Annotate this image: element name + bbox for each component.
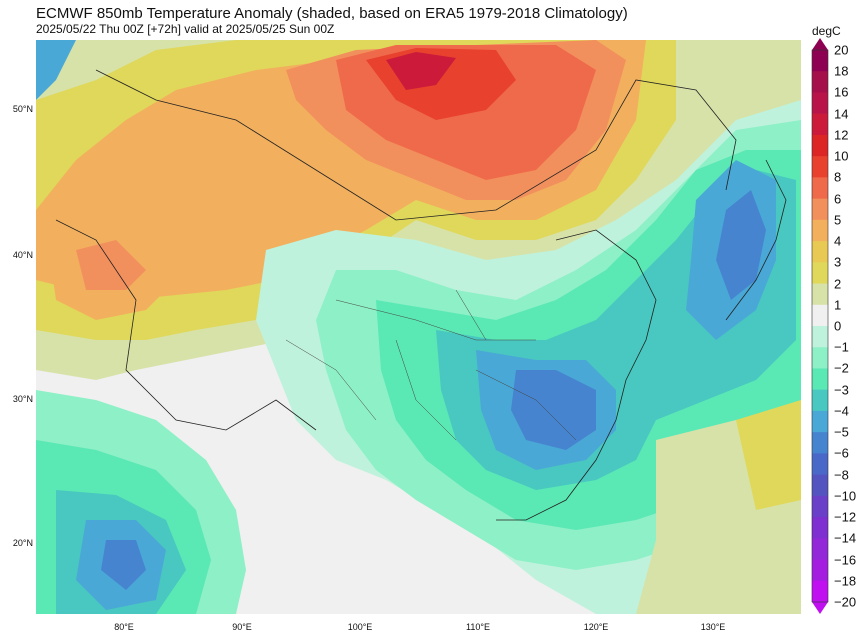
colorbar-unit: degC — [812, 24, 841, 38]
colorbar-tick-label: 20 — [834, 42, 849, 58]
colorbar-tick-label: −2 — [834, 360, 849, 376]
colorbar-tick-label: 12 — [834, 127, 849, 143]
warm-region-south-3 — [736, 400, 801, 510]
province-lines — [285, 289, 577, 441]
chart-title: ECMWF 850mb Temperature Anomaly (shaded,… — [36, 5, 628, 22]
coastline-east — [496, 229, 657, 521]
colorbar-tick-label: −5 — [834, 424, 849, 440]
colorbar-swatch — [812, 113, 828, 136]
warm-region-north-14 — [386, 52, 456, 90]
lat-label-30n: 30°N — [12, 394, 33, 404]
colorbar-swatch — [812, 71, 828, 93]
colorbar-tick-label: 1 — [834, 297, 842, 313]
colorbar-tick-label: 5 — [834, 212, 842, 228]
warm-region-west-6 — [76, 240, 146, 290]
colorbar-swatch — [812, 432, 828, 454]
colorbar-swatch — [812, 156, 828, 178]
colorbar-swatch — [812, 453, 828, 476]
lon-label-90e: 90°E — [232, 622, 252, 632]
anomaly-map[interactable] — [36, 40, 801, 614]
lat-label-50n: 50°N — [12, 104, 33, 114]
colorbar-tick-label: −14 — [834, 530, 857, 546]
colorbar-swatch — [812, 580, 828, 603]
cold-region-japan-6 — [716, 190, 766, 300]
colorbar-tick-label: 3 — [834, 254, 842, 270]
colorbar-swatch — [812, 347, 828, 369]
colorbar-swatch — [812, 92, 828, 115]
colorbar-tick-label: 4 — [834, 233, 842, 249]
colorbar-tick-label: −1 — [834, 339, 849, 355]
colorbar-tick-label: 0 — [834, 318, 842, 334]
lat-label-40n: 40°N — [12, 250, 33, 260]
colorbar-tick-label: −4 — [834, 403, 849, 419]
lon-label-120e: 120°E — [583, 622, 609, 632]
colorbar-swatch — [812, 198, 828, 221]
lon-label-130e: 130°E — [700, 622, 726, 632]
chart-subtitle: 2025/05/22 Thu 00Z [+72h] valid at 2025/… — [36, 22, 335, 36]
colorbar-swatch — [812, 262, 828, 285]
map-canvas — [36, 40, 801, 614]
colorbar-swatch — [812, 219, 828, 242]
colorbar-swatch — [812, 241, 828, 263]
lat-label-20n: 20°N — [12, 538, 33, 548]
japan-coast — [725, 159, 787, 321]
colorbar-tick-label: 8 — [834, 169, 842, 185]
colorbar-swatch — [812, 410, 828, 433]
cold-region-southwest-6 — [101, 540, 146, 590]
border-west — [55, 219, 317, 431]
colorbar-swatch — [812, 326, 828, 348]
colorbar-min-arrow — [812, 602, 828, 614]
colorbar-frame — [811, 49, 829, 603]
colorbar-tick-label: 2 — [834, 276, 842, 292]
colorbar-tick-label: 14 — [834, 106, 849, 122]
colorbar-swatch — [812, 177, 828, 200]
colorbar-swatch — [812, 368, 828, 391]
colorbar-tick-label: −6 — [834, 445, 849, 461]
colorbar-tick-label: −8 — [834, 467, 849, 483]
lon-label-110e: 110°E — [466, 622, 490, 632]
cold-region-east-6 — [511, 370, 596, 450]
colorbar-swatch — [812, 495, 828, 518]
colorbar-tick-label: −16 — [834, 552, 857, 568]
colorbar-swatch — [812, 517, 828, 539]
colorbar-swatch — [812, 283, 828, 306]
colorbar-swatch — [812, 538, 828, 561]
lon-label-80e: 80°E — [114, 622, 134, 632]
border-north — [95, 69, 737, 221]
colorbar-tick-label: 6 — [834, 191, 842, 207]
colorbar-swatch — [812, 389, 828, 412]
colorbar-swatch — [812, 559, 828, 582]
colorbar-tick-label: −18 — [834, 573, 857, 589]
lon-label-100e: 100°E — [347, 622, 373, 632]
colorbar-tick-label: −10 — [834, 488, 857, 504]
colorbar-swatch — [812, 474, 828, 497]
colorbar-tick-label: −3 — [834, 382, 849, 398]
cold-region-northwest — [36, 40, 76, 100]
colorbar-tick-label: −20 — [834, 594, 857, 610]
colorbar-swatch — [812, 134, 828, 157]
colorbar-tick-label: 16 — [834, 84, 849, 100]
colorbar-swatch — [812, 50, 828, 72]
colorbar-swatch — [812, 304, 828, 327]
map-lines — [55, 69, 787, 521]
colorbar — [811, 38, 829, 614]
colorbar-tick-label: 10 — [834, 148, 849, 164]
colorbar-tick-label: −12 — [834, 509, 857, 525]
colorbar-tick-label: 18 — [834, 63, 849, 79]
colorbar-max-arrow — [812, 38, 828, 50]
